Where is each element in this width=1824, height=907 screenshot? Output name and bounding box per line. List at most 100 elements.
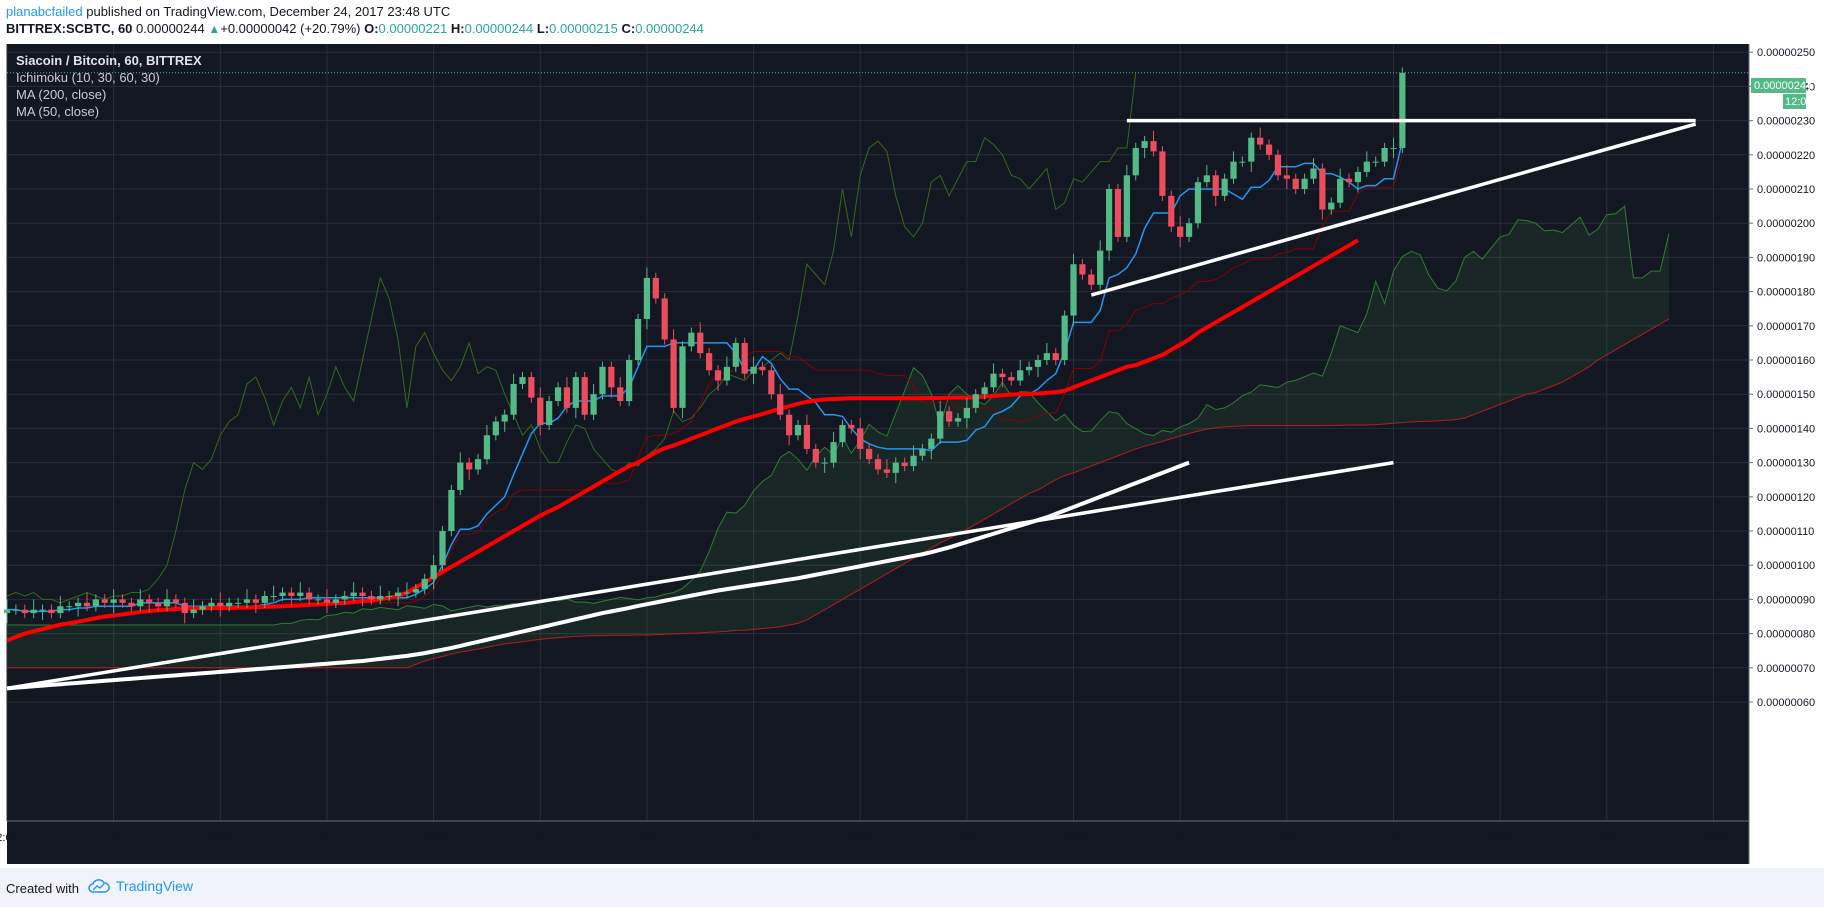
candle-body [1061, 315, 1068, 360]
x-tick-label: 12:00 [1700, 832, 1728, 844]
candle-body [101, 599, 108, 603]
candle-body [1097, 250, 1104, 285]
candle-body [1345, 178, 1353, 183]
low-value: 0.00000215 [549, 21, 618, 36]
candle-body [1203, 175, 1210, 183]
candle-body [1399, 72, 1406, 148]
candle-body [92, 599, 99, 607]
y-tick-label: 0.00000070 [1757, 663, 1815, 675]
candle-body [1177, 226, 1184, 237]
candle-body [563, 387, 571, 408]
candle-body [1363, 161, 1370, 172]
y-tick-label: 0.00000130 [1757, 458, 1815, 470]
candle-body [492, 421, 499, 436]
candle-body [1034, 360, 1042, 367]
candle-body [750, 366, 757, 374]
last-price: 0.00000244 [136, 21, 205, 36]
candle-body [546, 401, 553, 425]
legend-ma50[interactable]: MA (50, close) [16, 104, 100, 119]
x-tick-label: 12:00 [1060, 832, 1088, 844]
x-tick-label: 25 [1387, 832, 1399, 844]
candle-body [1114, 189, 1122, 237]
candle-body [332, 599, 339, 603]
candle-body [483, 435, 491, 460]
cloud-fill [7, 206, 1670, 668]
time-axis[interactable]: 2:00 19 12:00 20 12:00 21 12:00 22 12:00 23 12:00 2… [0, 832, 1727, 844]
candle-body [466, 462, 473, 470]
candle-body [794, 424, 802, 436]
candle-body [857, 428, 864, 449]
candle-body [1248, 137, 1255, 162]
candle-body [288, 592, 295, 596]
candle-body [608, 366, 615, 388]
candle-body [39, 609, 46, 611]
candle-body [1212, 175, 1219, 196]
candle-body [1017, 370, 1024, 381]
y-tick-label: 0.00000220 [1757, 150, 1815, 162]
candle-body [163, 599, 171, 607]
candle-body [688, 332, 695, 347]
senkou-span-a [7, 205, 1670, 626]
candle-body [723, 366, 731, 381]
candle-body [1088, 274, 1095, 285]
candle-body [279, 592, 286, 596]
tradingview-brand: TradingView [116, 878, 194, 894]
y-tick-label: 0.00000140 [1757, 423, 1815, 435]
candle-body [910, 455, 917, 467]
candle-body [119, 599, 126, 603]
low-label: L: [536, 21, 550, 36]
candle-body [1328, 202, 1335, 210]
legend-ichimoku[interactable]: Ichimoku (10, 30, 60, 30) [16, 70, 160, 85]
candle-body [386, 595, 393, 597]
footer: Created with TradingView [0, 868, 1824, 907]
candle-body [768, 370, 775, 395]
candle-body [403, 592, 411, 594]
tradingview-cloud-icon [88, 879, 110, 893]
candle-body [928, 438, 935, 449]
author-link[interactable]: planabcfailed [6, 4, 83, 19]
candle-body [1372, 161, 1379, 163]
x-tick-label: 12:00 [633, 832, 661, 844]
candle-body [732, 342, 739, 367]
candle-body [12, 609, 19, 611]
publish-line: planabcfailed published on TradingView.c… [6, 4, 450, 19]
candle-body [848, 424, 855, 429]
x-tick-label: 2:00 [0, 832, 18, 844]
close-value: 0.00000244 [635, 21, 704, 36]
y-tick-label: 0.00000080 [1757, 629, 1815, 641]
candle-body [972, 394, 979, 408]
price-axis[interactable]: 0.00000060 0.00000070 0.00000080 0.00000090… [1749, 47, 1815, 709]
high-label: H: [450, 21, 465, 36]
candle-body [883, 469, 890, 473]
candle-body [1141, 141, 1148, 148]
candle-body [1025, 366, 1033, 371]
candle-body [786, 414, 793, 436]
candle-body [457, 462, 464, 490]
candle-body [439, 531, 446, 566]
candle-body [652, 277, 659, 299]
price-chart[interactable]: 0.00000060 0.00000070 0.00000080 0.00000090… [0, 44, 1824, 868]
candle-body [901, 462, 908, 467]
candle-body [803, 424, 811, 449]
y-tick-label: 0.00000160 [1757, 355, 1815, 367]
tradingview-logo[interactable]: TradingView [88, 878, 193, 894]
candle-body [634, 318, 642, 360]
candle-body [501, 414, 508, 422]
candle-body [892, 462, 899, 473]
legend-ma200[interactable]: MA (200, close) [16, 87, 107, 102]
candle-body [830, 442, 837, 463]
candle-body [1105, 189, 1113, 251]
candle-body [323, 599, 331, 603]
candle-body [208, 602, 215, 607]
x-tick-label: 23 [961, 832, 973, 844]
candle-body [181, 602, 188, 614]
candle-body [3, 609, 11, 614]
candlesticks [3, 67, 1406, 624]
candle-body [154, 602, 162, 607]
legend-title: Siacoin / Bitcoin, 60, BITTREX [16, 53, 202, 68]
candle-body [741, 342, 748, 374]
candle-body [83, 602, 91, 607]
candle-body [528, 377, 535, 398]
candle-body [234, 602, 242, 604]
candle-body [1168, 195, 1175, 227]
